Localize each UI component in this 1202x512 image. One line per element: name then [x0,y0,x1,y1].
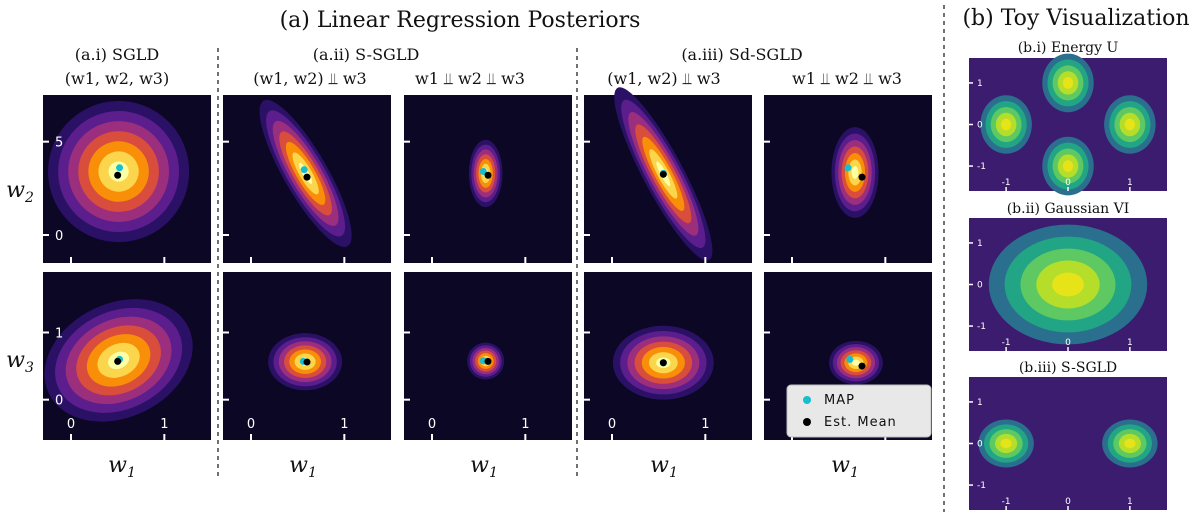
col-sub-4: (w1, w2) ⫫ w3 [607,69,720,88]
heatmap-band [1000,118,1012,131]
mean-point [114,357,122,365]
map-point [116,164,124,172]
contour-band [108,161,129,182]
title-b: (b) Toy Visualization [962,6,1189,31]
x-tick-label: 0 [608,417,616,432]
mean-point [303,173,311,181]
x-tick-label: 0 [67,417,75,432]
map-point [846,355,854,363]
y-tick-label: 0 [55,394,63,409]
xlabel-5: w1 [831,453,859,481]
title-a: (a) Linear Regression Posteriors [280,8,641,33]
x-tick-label: 0 [428,417,436,432]
contour-panel-a.ii-top [223,95,391,263]
mean-point [659,359,667,367]
heatmap-band [1052,272,1084,297]
x-tick-label: 1 [1127,178,1133,188]
legend-mean-label: Est. Mean [824,415,897,430]
y-tick-label: -1 [977,162,986,172]
heatmap-band [1062,160,1074,172]
y-tick-label: 1 [977,398,983,408]
heatmap-panel-b.ii: -1 0 1 -1 0 1 [969,218,1167,351]
y-tick-label: 0 [55,229,63,244]
heatmap-band [1062,77,1074,89]
y-tick-label: 1 [977,239,983,249]
contour-panel-a.ii-indep-top [404,95,572,263]
legend-mean-marker [803,418,811,426]
x-tick-label: 0 [247,417,255,432]
col-sub-3: w1 ⫫ w2 ⫫ w3 [415,69,525,88]
map-point [300,166,308,174]
contour-panel-a.i-top: 05 [43,95,211,263]
legend: MAP Est. Mean [786,384,932,438]
x-tick-label: -1 [1002,178,1011,188]
x-tick-label: 1 [701,417,709,432]
heatmap-band [1124,438,1136,449]
map-point [844,164,852,172]
x-tick-label: 0 [1065,178,1071,188]
mean-point [114,171,122,179]
col-title-4: (a.iii) Sd-SGLD [681,45,802,64]
col-sub-5: w1 ⫫ w2 ⫫ w3 [792,69,902,88]
right-title-3: (b.iii) S-SGLD [1019,360,1117,376]
right-title-1: (b.i) Energy U [1018,40,1119,56]
x-tick-label: 1 [160,417,168,432]
heatmap-band [1000,438,1012,449]
legend-map-label: MAP [824,393,855,408]
mean-point [303,358,311,366]
col-sub-2: (w1, w2) ⫫ w3 [253,69,366,88]
y-tick-label: -1 [977,481,986,491]
x-tick-label: 1 [340,417,348,432]
y-tick-label: 0 [977,281,983,291]
legend-box [786,384,932,438]
y-tick-label: -1 [977,322,986,332]
y-tick-label: 1 [977,79,983,89]
y-tick-label: 1 [55,326,63,341]
xlabel-1: w1 [108,453,136,481]
map-point [479,168,487,176]
contour-band [851,165,859,179]
contour-band [852,359,860,366]
heatmap-panel-b.i: -1 0 1 -1 0 1 [969,53,1167,196]
contour-panel-a.i-bottom: 0 1 0 1 [43,272,211,440]
x-tick-label: 1 [521,417,529,432]
xlabel-4: w1 [650,453,678,481]
col-title-1: (a.i) SGLD [75,45,160,64]
heatmap-panel-b.iii: -1 0 1 -1 0 1 [969,377,1167,510]
xlabel-2: w1 [289,453,317,481]
mean-point [858,362,866,370]
x-tick-label: -1 [1002,497,1011,507]
y-tick-label: 0 [977,121,983,131]
col-sub-1: (w1, w2, w3) [65,69,169,88]
mean-point [484,171,492,179]
right-title-2: (b.ii) Gaussian VI [1007,201,1130,217]
mean-point [659,170,667,178]
y-tick-label: 5 [55,136,63,151]
ylabel-top: w2 [6,178,34,206]
legend-map-marker [803,396,811,404]
x-tick-label: 1 [1127,497,1133,507]
y-tick-label: 0 [977,440,983,450]
panels: 05010101010101-101-101-101-101-101-101 [43,53,1167,510]
contour-panel-a.iii-top [584,87,752,263]
col-title-2: (a.ii) S-SGLD [313,45,420,64]
mean-point [484,357,492,365]
x-tick-label: 0 [1065,497,1071,507]
x-tick-label: -1 [1002,338,1011,348]
heatmap-band [1124,118,1136,131]
x-tick-label: 0 [1065,338,1071,348]
contour-panel-a.iii-indep-top [764,95,932,263]
xlabel-3: w1 [470,453,498,481]
x-tick-label: 1 [1127,338,1133,348]
mean-point [858,173,866,181]
ylabel-bottom: w3 [6,348,34,376]
